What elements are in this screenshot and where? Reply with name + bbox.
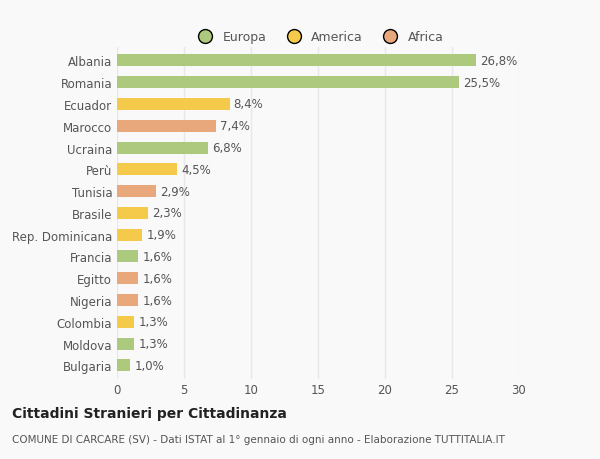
Text: 7,4%: 7,4%	[220, 120, 250, 133]
Bar	[117, 186, 156, 198]
Text: 2,9%: 2,9%	[160, 185, 190, 198]
Text: 1,0%: 1,0%	[134, 359, 164, 372]
Text: 26,8%: 26,8%	[480, 55, 517, 68]
Text: 1,6%: 1,6%	[142, 294, 172, 307]
Text: 1,6%: 1,6%	[142, 251, 172, 263]
Text: 1,3%: 1,3%	[139, 316, 168, 329]
Bar	[117, 121, 216, 133]
Bar	[117, 273, 139, 285]
Bar	[117, 251, 139, 263]
Bar	[117, 229, 142, 241]
Bar	[117, 55, 476, 67]
Text: COMUNE DI CARCARE (SV) - Dati ISTAT al 1° gennaio di ogni anno - Elaborazione TU: COMUNE DI CARCARE (SV) - Dati ISTAT al 1…	[12, 434, 505, 444]
Text: 1,6%: 1,6%	[142, 272, 172, 285]
Bar	[117, 142, 208, 154]
Bar	[117, 316, 134, 328]
Text: 6,8%: 6,8%	[212, 142, 242, 155]
Bar	[117, 294, 139, 307]
Text: 4,5%: 4,5%	[181, 163, 211, 176]
Bar	[117, 99, 230, 111]
Bar	[117, 77, 459, 89]
Text: 25,5%: 25,5%	[463, 77, 500, 90]
Bar	[117, 338, 134, 350]
Text: 1,3%: 1,3%	[139, 337, 168, 350]
Bar	[117, 360, 130, 372]
Text: 8,4%: 8,4%	[233, 98, 263, 111]
Text: Cittadini Stranieri per Cittadinanza: Cittadini Stranieri per Cittadinanza	[12, 406, 287, 420]
Bar	[117, 164, 178, 176]
Bar	[117, 207, 148, 219]
Text: 1,9%: 1,9%	[146, 229, 176, 241]
Text: 2,3%: 2,3%	[152, 207, 182, 220]
Legend: Europa, America, Africa: Europa, America, Africa	[187, 26, 449, 49]
